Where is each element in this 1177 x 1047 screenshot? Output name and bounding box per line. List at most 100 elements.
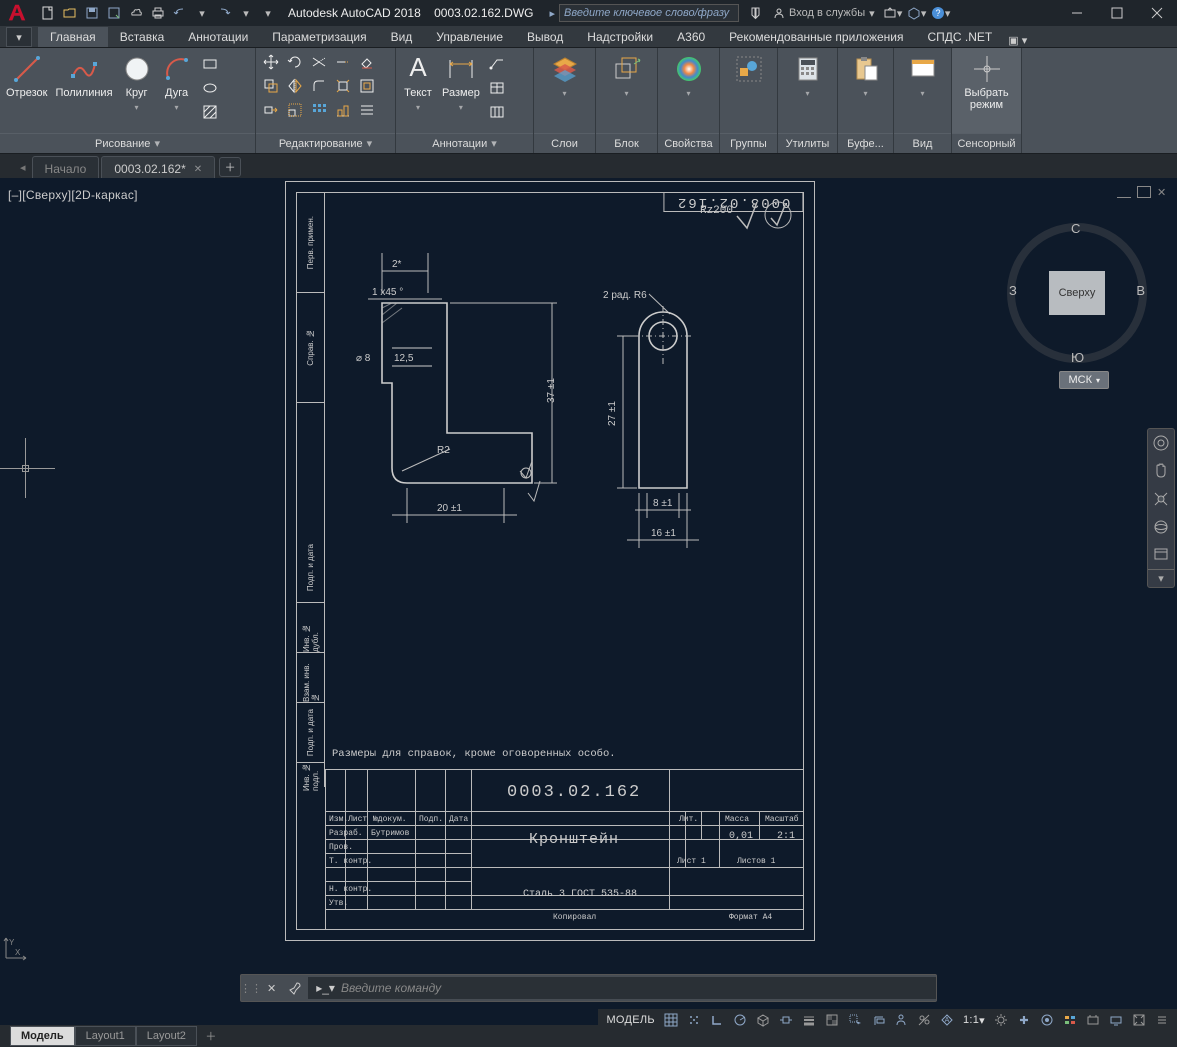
table-icon[interactable] [486,77,508,99]
search-box[interactable]: Введите ключевое слово/фразу [559,4,739,22]
paste-button[interactable]: ▾ [848,51,884,98]
exchange-icon[interactable]: ▾ [883,3,903,23]
layout-tab-model[interactable]: Модель [10,1026,75,1046]
polyline-button[interactable]: Полилиния [53,51,114,99]
file-tab-add-button[interactable]: ＋ [219,157,241,177]
stretch-icon[interactable] [260,99,282,121]
a360-icon[interactable]: ▾ [907,3,927,23]
help-icon[interactable]: ? ▾ [931,3,951,23]
search-trigger-icon[interactable]: ▸ [546,7,560,20]
dimension-button[interactable]: Размер▾ [440,51,482,112]
nav-pan-icon[interactable] [1148,457,1174,485]
status-ortho-icon[interactable] [706,1010,728,1030]
scale-icon[interactable] [284,99,306,121]
cloud-icon[interactable] [486,101,508,123]
align-icon[interactable] [332,99,354,121]
qat-chevron-down-icon-2[interactable]: ▾ [236,3,256,23]
tab-a360[interactable]: A360 [665,27,717,47]
layout-add-button[interactable]: ＋ [201,1027,221,1045]
extend-icon[interactable] [332,51,354,73]
line-button[interactable]: Отрезок [4,51,49,99]
viewcube-east[interactable]: В [1136,283,1145,298]
maximize-button[interactable] [1097,0,1137,26]
nav-wheel-icon[interactable] [1148,429,1174,457]
vp-maximize-icon[interactable] [1137,186,1151,198]
qat-new-icon[interactable] [38,3,58,23]
nav-expand-icon[interactable]: ▾ [1148,569,1174,587]
panel-annotation-title[interactable]: Аннотации▾ [396,133,533,153]
tab-spds[interactable]: СПДС .NET [916,27,1005,47]
tab-featured[interactable]: Рекомендованные приложения [717,27,915,47]
groups-button[interactable] [731,51,767,85]
app-menu-button[interactable]: ▾ [6,27,32,47]
tab-home[interactable]: Главная [38,27,108,47]
file-tab-close-icon[interactable]: ✕ [194,164,202,175]
panel-modify-title[interactable]: Редактирование▾ [256,133,395,153]
erase-icon[interactable] [356,51,378,73]
status-cleanscreen-icon[interactable] [1128,1010,1150,1030]
ribbon-expand-icon[interactable]: ▣ ▾ [1004,34,1031,47]
leader-icon[interactable] [486,53,508,75]
status-transparency-icon[interactable] [821,1010,843,1030]
arc-button[interactable]: Дуга▾ [159,51,195,112]
qat-cloud-icon[interactable] [126,3,146,23]
status-lwt-icon[interactable] [798,1010,820,1030]
qat-customize-icon[interactable]: ▾ [258,3,278,23]
status-monitor-icon[interactable] [1036,1010,1058,1030]
status-3dosnap-icon[interactable] [890,1010,912,1030]
mirror-icon[interactable] [284,75,306,97]
status-polar-icon[interactable] [729,1010,751,1030]
signin-button[interactable]: Вход в службы ▾ [769,3,879,23]
tab-annotate[interactable]: Аннотации [176,27,260,47]
status-dyninput-icon[interactable] [867,1010,889,1030]
status-isodraft-icon[interactable] [752,1010,774,1030]
block-button[interactable]: ▾ [609,51,645,98]
nav-orbit-icon[interactable] [1148,513,1174,541]
offset-icon[interactable] [356,75,378,97]
qat-save-icon[interactable] [82,3,102,23]
filetab-prev-icon[interactable]: ◂ [20,161,32,178]
viewcube-face[interactable]: Сверху [1049,271,1105,315]
status-snap-icon[interactable] [683,1010,705,1030]
autocad-logo[interactable] [0,0,34,26]
cmdline-close-icon[interactable]: ✕ [261,982,282,995]
file-tab-start[interactable]: Начало [32,156,100,178]
status-isolate-icon[interactable] [1082,1010,1104,1030]
move-icon[interactable] [260,51,282,73]
view-button[interactable]: ▾ [905,51,941,98]
vp-minimize-icon[interactable] [1117,186,1131,198]
status-selection-icon[interactable] [844,1010,866,1030]
qat-open-icon[interactable] [60,3,80,23]
nav-showmotion-icon[interactable] [1148,541,1174,569]
qat-chevron-down-icon[interactable]: ▾ [192,3,212,23]
trim-icon[interactable] [308,51,330,73]
tab-addins[interactable]: Надстройки [575,27,665,47]
status-grid-icon[interactable] [660,1010,682,1030]
qat-undo-icon[interactable] [170,3,190,23]
layout-tab-1[interactable]: Layout1 [75,1026,136,1046]
file-tab-current[interactable]: 0003.02.162*✕ [101,156,215,178]
infocenter-icon[interactable] [745,3,765,23]
text-button[interactable]: A Текст▾ [400,51,436,112]
status-osnap-icon[interactable] [775,1010,797,1030]
viewcube-north[interactable]: С [1071,221,1080,236]
circle-button[interactable]: Круг▾ [119,51,155,112]
panel-draw-title[interactable]: Рисование▾ [0,133,255,153]
ellipse-icon[interactable] [199,77,221,99]
tab-manage[interactable]: Управление [424,27,515,47]
status-plus-icon[interactable]: ✚ [1013,1010,1035,1030]
utilities-button[interactable]: ▾ [790,51,826,98]
rect-icon[interactable] [199,53,221,75]
explode-icon[interactable] [332,75,354,97]
status-customize-icon[interactable] [1151,1010,1173,1030]
tab-parametric[interactable]: Параметризация [260,27,378,47]
status-hwaccel-icon[interactable] [1105,1010,1127,1030]
qat-print-icon[interactable] [148,3,168,23]
copy-icon[interactable] [260,75,282,97]
viewcube-south[interactable]: Ю [1071,350,1084,365]
tab-view[interactable]: Вид [379,27,425,47]
vp-close-icon[interactable]: ✕ [1157,186,1171,198]
viewcube[interactable]: Сверху С Ю В З [1007,223,1147,363]
layout-tab-2[interactable]: Layout2 [136,1026,197,1046]
tab-insert[interactable]: Вставка [108,27,177,47]
